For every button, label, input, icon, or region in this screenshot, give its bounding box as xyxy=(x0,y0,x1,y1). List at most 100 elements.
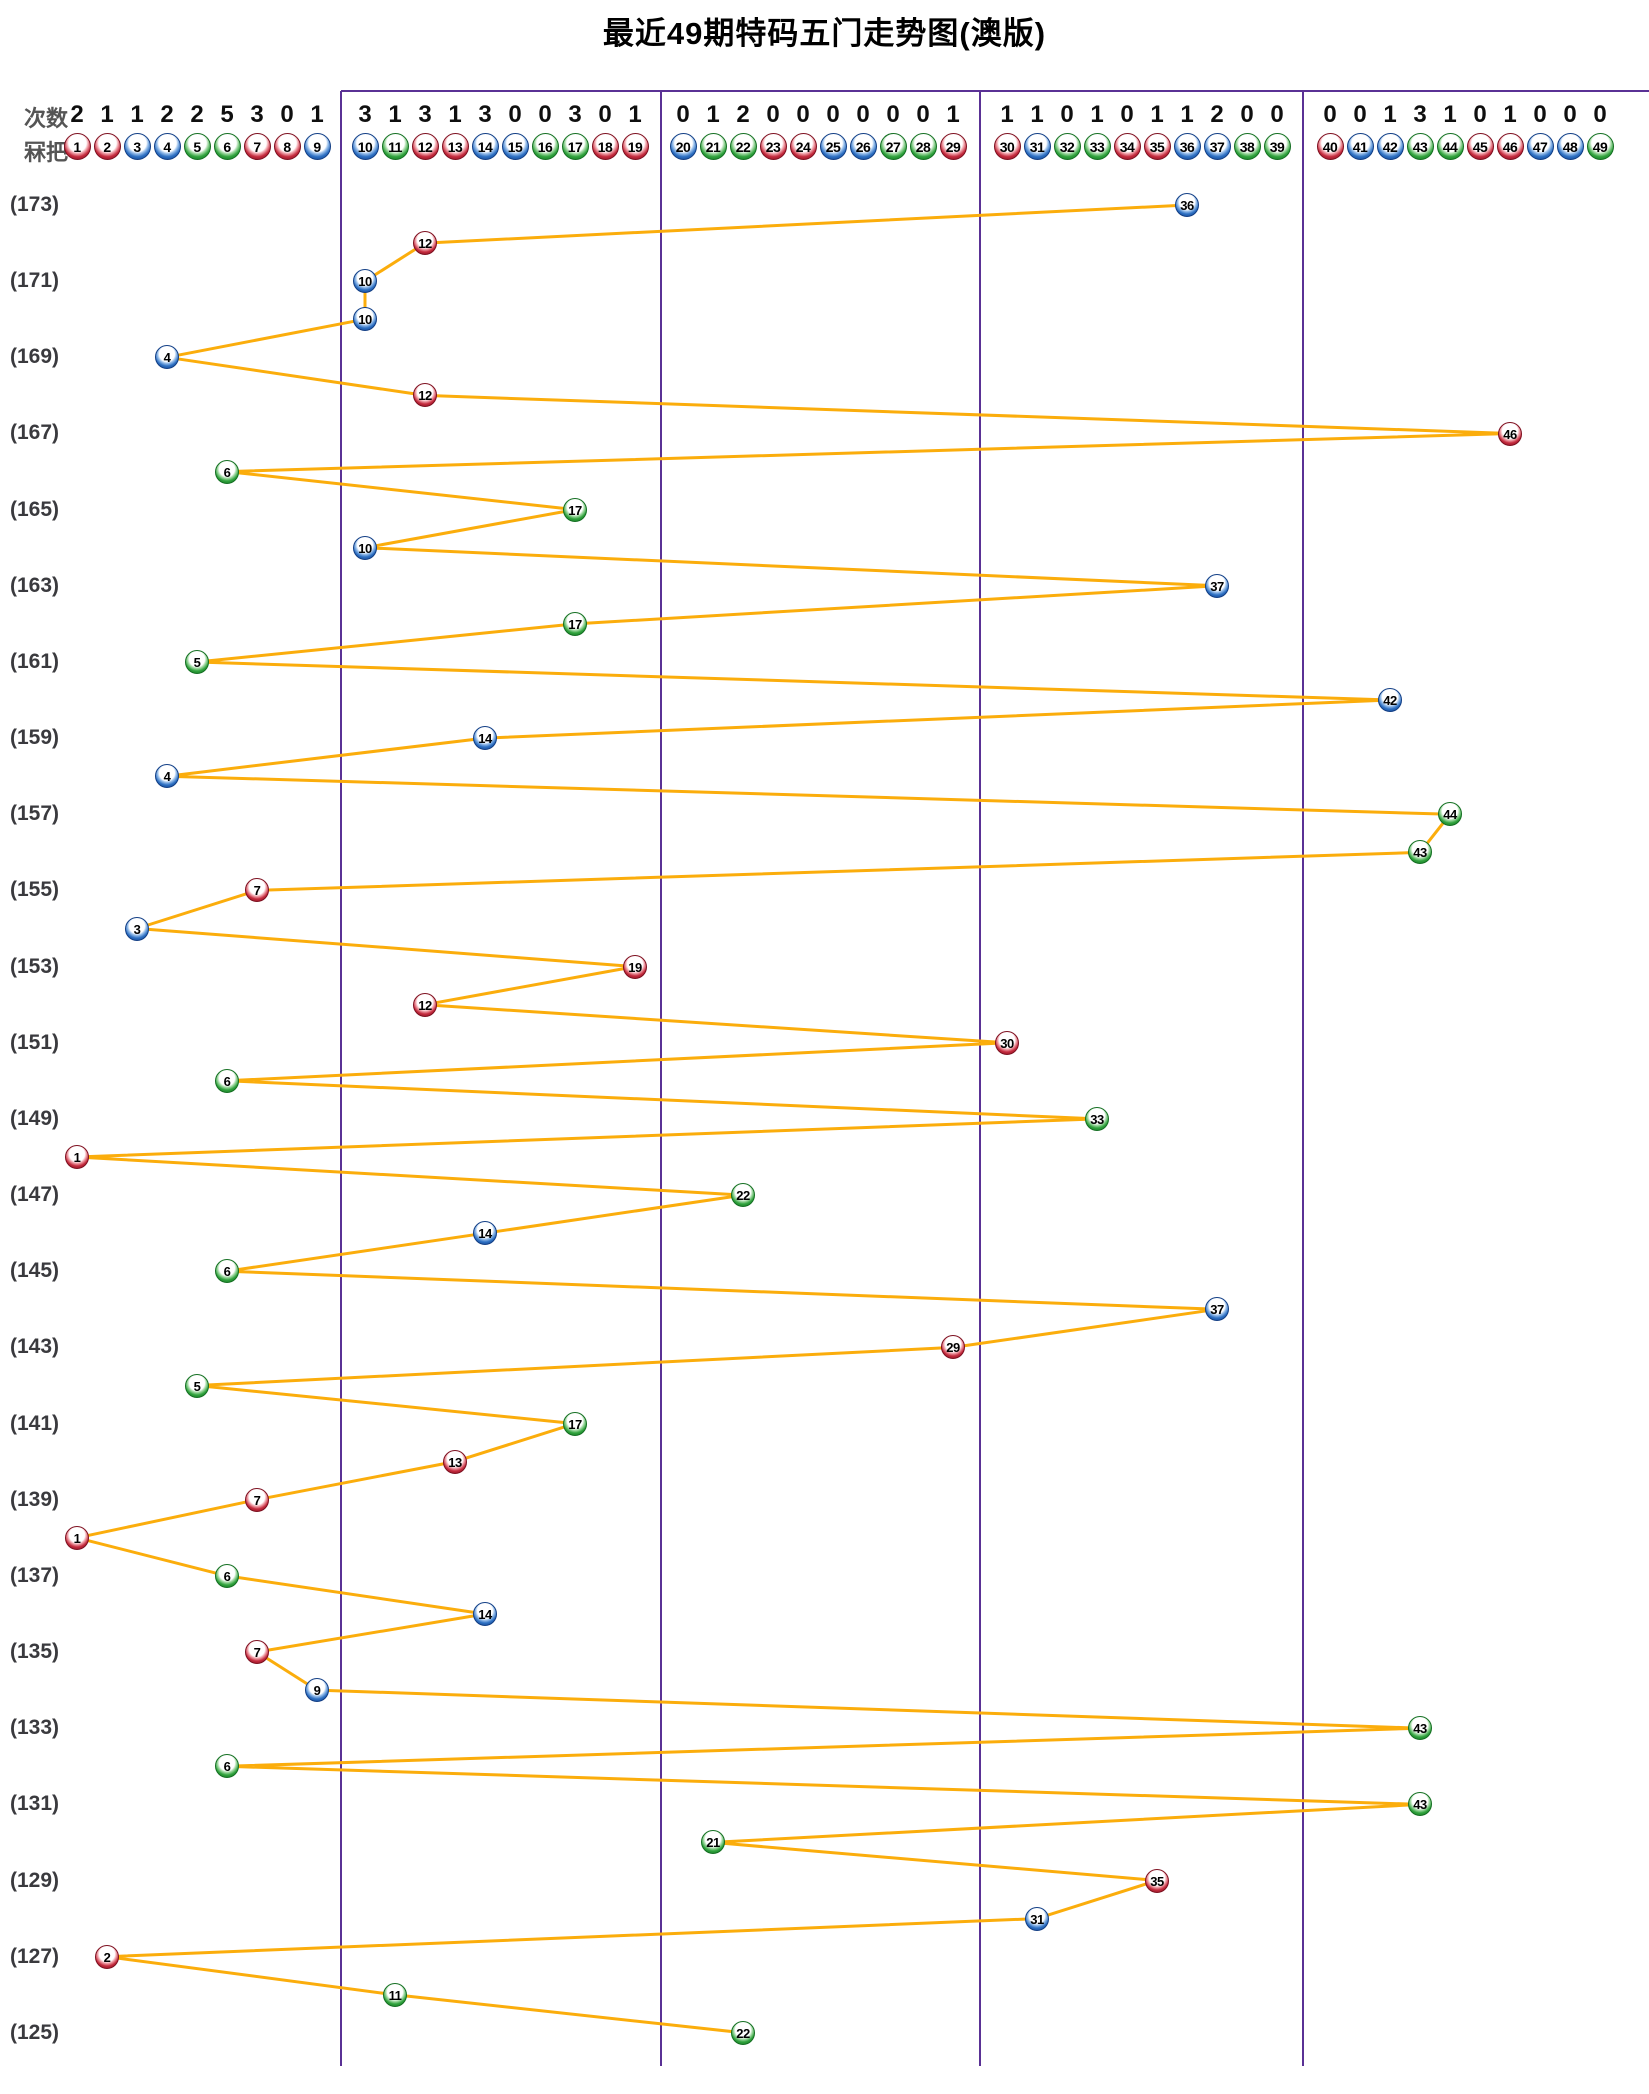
count-3: 1 xyxy=(130,101,144,128)
count-7: 3 xyxy=(250,101,264,128)
count-45: 0 xyxy=(1473,101,1487,128)
header-ball-13: 13 xyxy=(441,133,469,160)
header-ball-15: 15 xyxy=(501,133,529,160)
chart-ball-period-135: 7 xyxy=(245,1640,269,1664)
header-ball-41: 41 xyxy=(1346,133,1374,160)
row-label-133: (133) xyxy=(10,1716,60,1740)
row-label-131: (131) xyxy=(10,1792,60,1816)
chart-ball-period-131: 43 xyxy=(1408,1792,1432,1817)
header-ball-33: 33 xyxy=(1083,133,1111,160)
chart-ball-period-155: 7 xyxy=(245,878,269,903)
chart-ball-period-156: 43 xyxy=(1408,840,1432,865)
count-22: 2 xyxy=(736,101,750,128)
chart-ball-period-137: 6 xyxy=(215,1563,239,1588)
chart-ball-period-159: 14 xyxy=(473,726,497,751)
chart-ball-period-138: 1 xyxy=(65,1525,89,1550)
chart-ball-period-163: 37 xyxy=(1205,573,1229,598)
row-label-157: (157) xyxy=(10,802,60,826)
header-ball-26: 26 xyxy=(849,133,877,160)
header-ball-40: 40 xyxy=(1316,133,1344,160)
header-ball-38: 38 xyxy=(1233,133,1261,160)
header-ball-39: 39 xyxy=(1263,133,1291,160)
header-ball-5: 5 xyxy=(183,133,211,160)
header-ball-10: 10 xyxy=(351,133,379,160)
chart-title: 最近49期特码五门走势图(澳版) xyxy=(602,16,1047,51)
chart-ball-period-126: 11 xyxy=(383,1982,407,2007)
row-label-167: (167) xyxy=(10,421,60,445)
header-ball-18: 18 xyxy=(591,133,619,160)
group-divider-2 xyxy=(660,91,662,2066)
count-29: 1 xyxy=(946,101,960,128)
header-ball-23: 23 xyxy=(759,133,787,160)
row-label-137: (137) xyxy=(10,1563,60,1587)
count-48: 0 xyxy=(1563,101,1577,128)
chart-ball-period-160: 42 xyxy=(1378,688,1402,712)
header-ball-21: 21 xyxy=(699,133,727,160)
header-ball-8: 8 xyxy=(273,133,301,160)
header-ball-44: 44 xyxy=(1436,133,1464,160)
header-ball-48: 48 xyxy=(1556,133,1584,160)
chart-ball-period-149: 33 xyxy=(1085,1106,1109,1131)
header-ball-42: 42 xyxy=(1376,133,1404,160)
chart-ball-period-127: 2 xyxy=(95,1944,119,1969)
header-ball-22: 22 xyxy=(729,133,757,160)
header-ball-29: 29 xyxy=(939,133,967,160)
header-ball-24: 24 xyxy=(789,133,817,160)
chart-ball-period-165: 17 xyxy=(563,497,587,522)
header-ball-2: 2 xyxy=(93,133,121,160)
row-label-155: (155) xyxy=(10,878,60,902)
count-11: 1 xyxy=(388,101,402,128)
header-ball-35: 35 xyxy=(1143,133,1171,160)
row-label-135: (135) xyxy=(10,1640,60,1664)
chart-ball-period-142: 5 xyxy=(185,1373,209,1398)
chart-ball-period-140: 13 xyxy=(443,1449,467,1474)
header-ball-4: 4 xyxy=(153,133,181,160)
chart-ball-period-143: 29 xyxy=(941,1335,965,1360)
row-label-173: (173) xyxy=(10,193,60,216)
chart-ball-period-152: 12 xyxy=(413,992,437,1017)
group-divider-1 xyxy=(340,91,342,2066)
header-ball-46: 46 xyxy=(1496,133,1524,160)
chart-ball-period-146: 14 xyxy=(473,1221,497,1246)
header-ball-37: 37 xyxy=(1203,133,1231,160)
count-23: 0 xyxy=(766,101,780,128)
count-32: 0 xyxy=(1060,101,1074,128)
chart-ball-period-148: 1 xyxy=(65,1145,89,1169)
header-ball-14: 14 xyxy=(471,133,499,160)
count-16: 0 xyxy=(538,101,552,128)
chart-ball-period-130: 21 xyxy=(701,1830,725,1855)
header-ball-43: 43 xyxy=(1406,133,1434,160)
row-label-153: (153) xyxy=(10,954,60,978)
header-ball-31: 31 xyxy=(1023,133,1051,160)
row-label-147: (147) xyxy=(10,1183,60,1207)
header-ball-49: 49 xyxy=(1586,133,1614,160)
chart-ball-period-136: 14 xyxy=(473,1602,497,1626)
header-ball-17: 17 xyxy=(561,133,589,160)
header-ball-1: 1 xyxy=(63,133,91,160)
count-37: 2 xyxy=(1210,101,1224,128)
count-10: 3 xyxy=(358,101,372,128)
row-label-161: (161) xyxy=(10,649,60,673)
chart-ball-period-151: 30 xyxy=(995,1030,1019,1055)
row-label-163: (163) xyxy=(10,573,60,597)
chart-ball-period-125: 22 xyxy=(731,2020,755,2045)
header-ball-7: 7 xyxy=(243,133,271,160)
count-43: 3 xyxy=(1413,101,1427,128)
header-ball-19: 19 xyxy=(621,133,649,160)
chart-ball-period-145: 6 xyxy=(215,1259,239,1284)
chart-ball-period-162: 17 xyxy=(563,611,587,636)
count-34: 0 xyxy=(1120,101,1134,128)
header-ball-25: 25 xyxy=(819,133,847,160)
count-46: 1 xyxy=(1503,101,1517,128)
row-label-151: (151) xyxy=(10,1030,60,1054)
chart-ball-period-154: 3 xyxy=(125,916,149,941)
header-ball-30: 30 xyxy=(993,133,1021,160)
count-38: 0 xyxy=(1240,101,1254,128)
count-8: 0 xyxy=(280,101,294,128)
count-27: 0 xyxy=(886,101,900,128)
row-label-127: (127) xyxy=(10,1944,60,1968)
balls-row-label: 冧把 xyxy=(24,140,69,165)
header-ball-20: 20 xyxy=(669,133,697,160)
count-36: 1 xyxy=(1180,101,1194,128)
